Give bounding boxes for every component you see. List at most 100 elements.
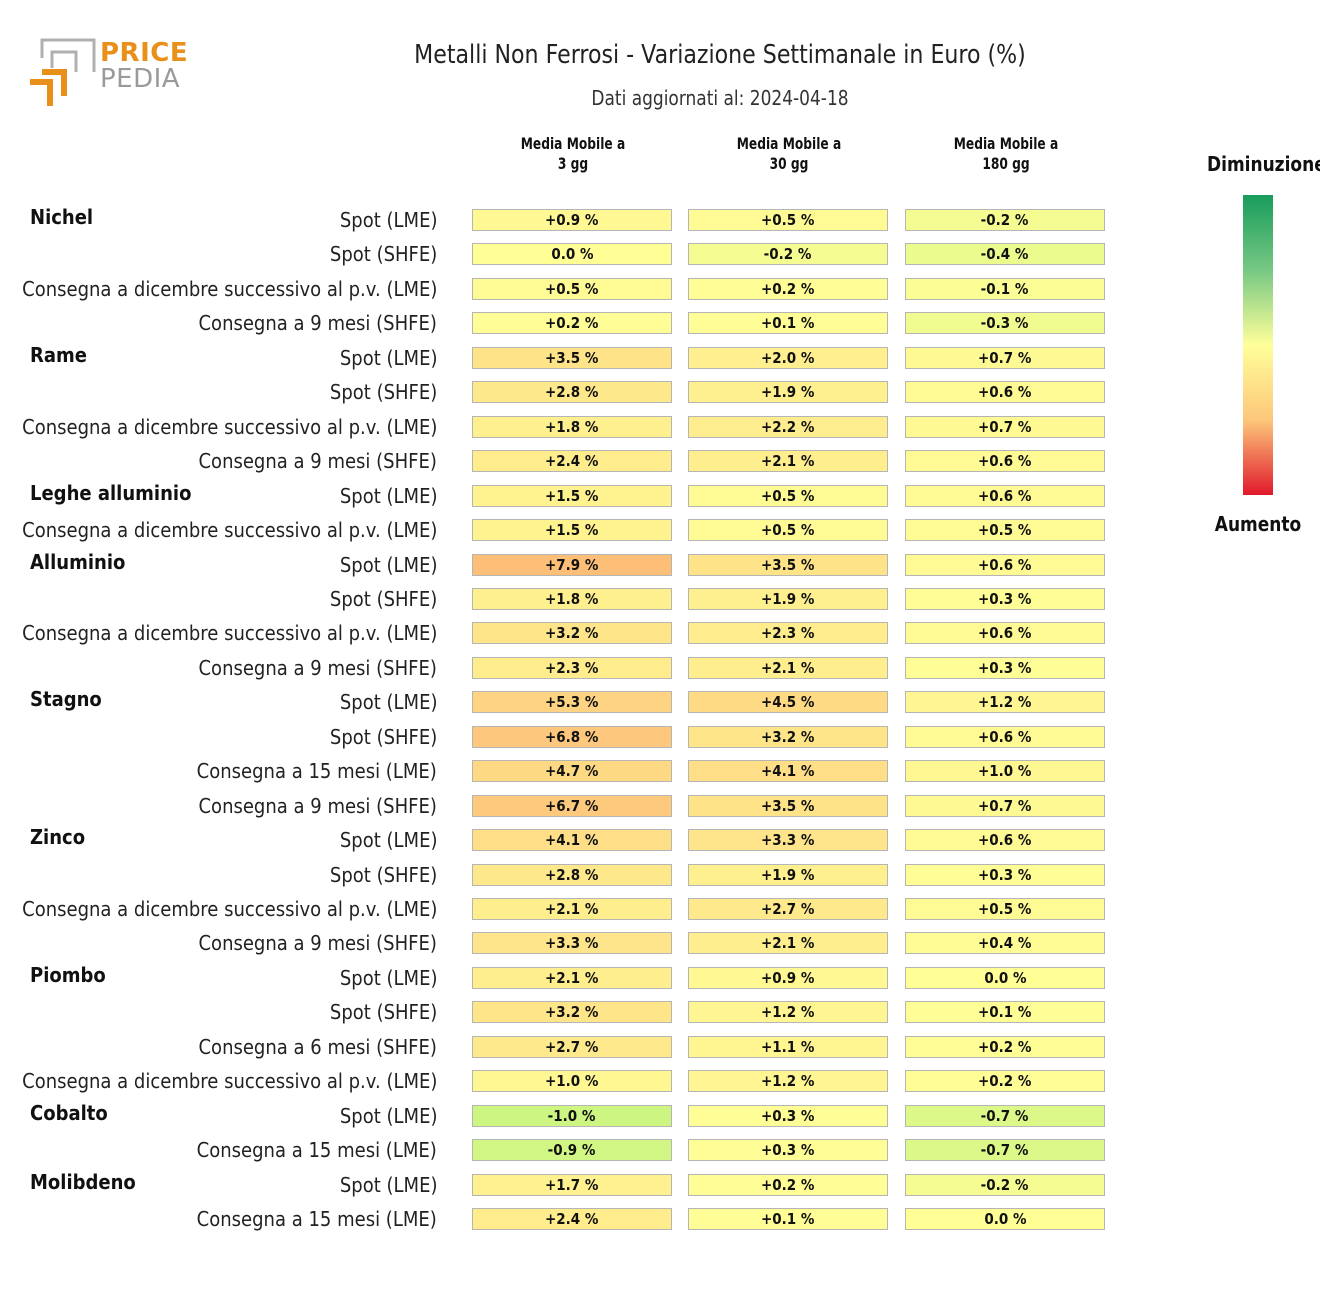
heatmap-cell: +1.1 % xyxy=(688,1035,888,1058)
heatmap-cell: +0.1 % xyxy=(905,1001,1105,1024)
heatmap-cell: +1.5 % xyxy=(472,519,672,542)
heatmap-cell: -0.2 % xyxy=(905,1173,1105,1196)
heatmap-cell: +1.0 % xyxy=(472,1070,672,1093)
heatmap-cell: +3.2 % xyxy=(688,725,888,748)
row-label: Consegna a dicembre successivo al p.v. (… xyxy=(21,518,437,543)
logo-mark-icon xyxy=(30,38,96,106)
heatmap-cell: +6.7 % xyxy=(472,794,672,817)
heatmap-cell: +0.5 % xyxy=(688,484,888,507)
heatmap-cell: +0.6 % xyxy=(905,484,1105,507)
heatmap-cell: +1.2 % xyxy=(688,1070,888,1093)
heatmap-cell: -0.2 % xyxy=(905,209,1105,231)
row-label: Consegna a dicembre successivo al p.v. (… xyxy=(21,1069,437,1094)
row-label: Consegna a 15 mesi (LME) xyxy=(196,1138,437,1163)
row-label: Spot (LME) xyxy=(339,965,437,990)
group-label: Nichel xyxy=(30,205,94,229)
chart-subtitle: Dati aggiornati al: 2024-04-18 xyxy=(591,86,849,110)
heatmap-cell: +3.5 % xyxy=(472,346,672,369)
row-label: Consegna a 9 mesi (SHFE) xyxy=(198,311,437,336)
row-label: Spot (LME) xyxy=(339,690,437,715)
row-label: Consegna a 15 mesi (LME) xyxy=(196,759,437,784)
group-label: Leghe alluminio xyxy=(30,480,192,505)
group-label: Molibdeno xyxy=(30,1169,136,1194)
heatmap-cell: +0.2 % xyxy=(905,1070,1105,1093)
heatmap-cell: +3.5 % xyxy=(688,553,888,576)
chart-title: Metalli Non Ferrosi - Variazione Settima… xyxy=(414,40,1026,70)
heatmap-cell: +1.2 % xyxy=(905,691,1105,714)
heatmap-cell: +1.8 % xyxy=(472,415,672,438)
heatmap-cell: -0.1 % xyxy=(905,277,1105,300)
row-label: Consegna a 9 mesi (SHFE) xyxy=(198,931,437,956)
heatmap-cell: +0.9 % xyxy=(688,966,888,989)
heatmap-cell: +0.7 % xyxy=(905,794,1105,817)
heatmap-cell: +2.1 % xyxy=(688,450,888,473)
heatmap-cell: +1.8 % xyxy=(472,587,672,610)
heatmap-cell: 0.0 % xyxy=(905,966,1105,989)
row-label: Consegna a 9 mesi (SHFE) xyxy=(198,793,437,818)
row-label: Consegna a dicembre successivo al p.v. (… xyxy=(21,621,437,646)
heatmap-cell: -1.0 % xyxy=(472,1104,672,1127)
row-label: Consegna a 15 mesi (LME) xyxy=(196,1207,437,1232)
heatmap-cell: +1.0 % xyxy=(905,760,1105,783)
heatmap-cell: -0.7 % xyxy=(905,1139,1105,1162)
group-label: Rame xyxy=(30,342,87,367)
column-header-2: Media Mobile a 180 gg xyxy=(953,134,1059,173)
logo-text-price: PRICE xyxy=(100,38,189,68)
row-label: Spot (SHFE) xyxy=(329,380,437,405)
row-label: Spot (LME) xyxy=(339,552,437,577)
heatmap-cell: +1.9 % xyxy=(688,587,888,610)
row-label: Spot (SHFE) xyxy=(329,242,437,267)
row-label: Consegna a 9 mesi (SHFE) xyxy=(198,449,437,474)
legend-color-scale xyxy=(1243,195,1273,495)
heatmap-cell: -0.4 % xyxy=(905,243,1105,266)
pricepedia-logo: PRICE PEDIA xyxy=(28,38,188,110)
logo-text-pedia: PEDIA xyxy=(100,64,181,94)
column-header-1: Media Mobile a 30 gg xyxy=(736,134,842,173)
heatmap-cell: +2.1 % xyxy=(472,966,672,989)
heatmap-cell: +0.6 % xyxy=(905,622,1105,645)
heatmap-cell: +2.1 % xyxy=(472,898,672,920)
heatmap-cell: +4.1 % xyxy=(472,829,672,852)
heatmap-cell: +4.7 % xyxy=(472,760,672,783)
row-label: Spot (SHFE) xyxy=(329,586,437,611)
heatmap-cell: +2.0 % xyxy=(688,346,888,369)
heatmap-cell: -0.3 % xyxy=(905,312,1105,335)
heatmap-cell: +0.2 % xyxy=(688,1173,888,1196)
heatmap-cell: +0.3 % xyxy=(688,1139,888,1162)
heatmap-cell: +2.4 % xyxy=(472,1208,672,1231)
row-label: Spot (LME) xyxy=(339,828,437,853)
heatmap-cell: +0.6 % xyxy=(905,450,1105,473)
heatmap-cell: +0.1 % xyxy=(688,1208,888,1231)
heatmap-cell: +4.1 % xyxy=(688,760,888,783)
heatmap-cell: +2.7 % xyxy=(688,898,888,920)
heatmap-cell: +0.2 % xyxy=(688,277,888,300)
row-label: Consegna a 9 mesi (SHFE) xyxy=(198,655,437,680)
heatmap-cell: +2.3 % xyxy=(472,656,672,679)
heatmap-cell: +6.8 % xyxy=(472,725,672,748)
heatmap-cell: +1.2 % xyxy=(688,1001,888,1024)
heatmap-cell: +0.3 % xyxy=(905,587,1105,610)
heatmap-cell: +2.7 % xyxy=(472,1035,672,1058)
heatmap-cell: +0.7 % xyxy=(905,346,1105,369)
heatmap-cell: +4.5 % xyxy=(688,691,888,714)
heatmap-cell: +2.2 % xyxy=(688,415,888,438)
heatmap-cell: +0.9 % xyxy=(472,209,672,231)
group-label: Piombo xyxy=(30,962,106,987)
heatmap-cell: +0.5 % xyxy=(905,898,1105,920)
row-label: Spot (SHFE) xyxy=(329,862,437,887)
heatmap-cell: +0.3 % xyxy=(688,1104,888,1127)
heatmap-cell: +0.6 % xyxy=(905,829,1105,852)
heatmap-cell: +0.5 % xyxy=(472,277,672,300)
heatmap-cell: +1.5 % xyxy=(472,484,672,507)
row-label: Spot (LME) xyxy=(339,483,437,508)
heatmap-cell: +0.3 % xyxy=(905,656,1105,679)
heatmap-cell: +3.3 % xyxy=(688,829,888,852)
row-label: Consegna a dicembre successivo al p.v. (… xyxy=(21,897,437,921)
row-label: Consegna a 6 mesi (SHFE) xyxy=(198,1034,437,1059)
heatmap-cell: +0.1 % xyxy=(688,312,888,335)
heatmap-cell: +2.1 % xyxy=(688,656,888,679)
legend-label-top: Diminuzione xyxy=(1207,152,1320,176)
heatmap-cell: +0.5 % xyxy=(905,519,1105,542)
heatmap-cell: 0.0 % xyxy=(905,1208,1105,1231)
row-label: Spot (LME) xyxy=(339,1103,437,1128)
